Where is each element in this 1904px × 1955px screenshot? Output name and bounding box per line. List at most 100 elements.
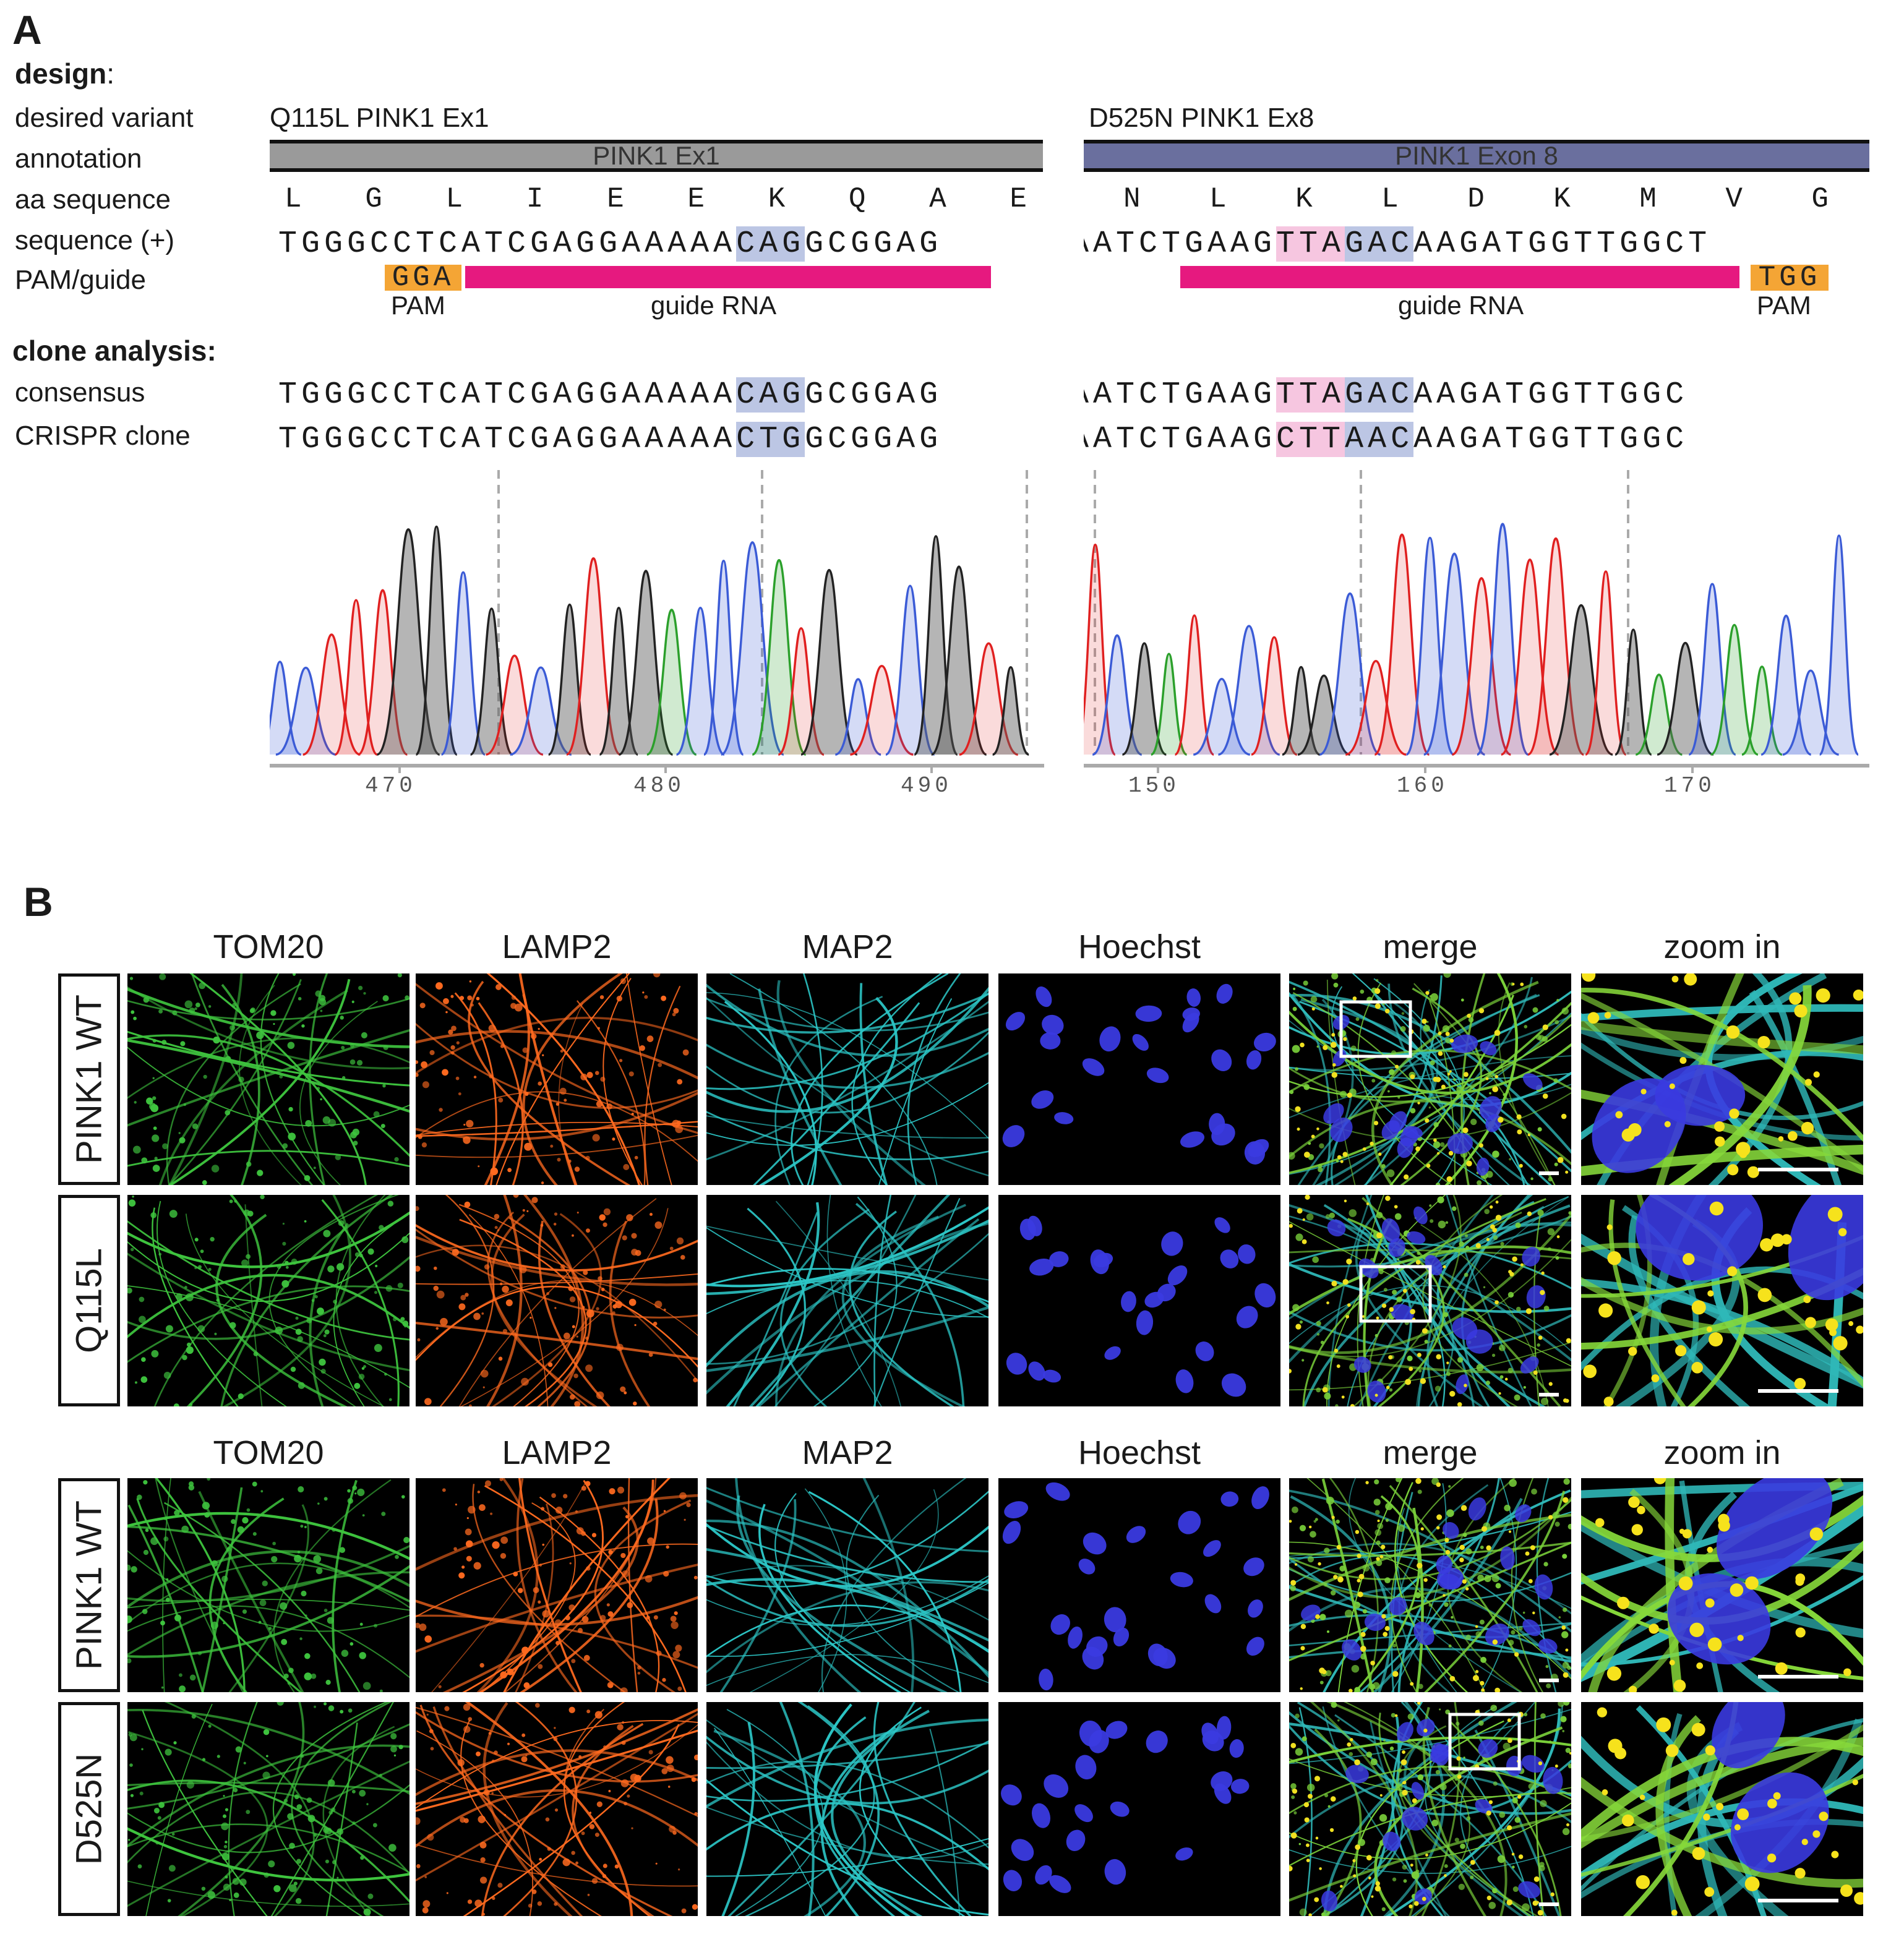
left-peak-C-7 [440,571,486,756]
left-peak-T-2 [302,633,361,756]
puncta [474,1899,482,1907]
puncta [186,1342,191,1347]
puncta [575,1861,579,1865]
puncta [133,1145,141,1154]
puncta [547,1362,553,1367]
left-clone-clip: TGGGCCTCATCGAGGAAAAACTGGCGGAG [266,419,1044,459]
neurite [1536,1478,1557,1692]
nucleus [1204,1594,1222,1614]
colocalization-dot [1689,1622,1704,1637]
colocalization-dot [1345,1315,1350,1319]
colocalization-dot [1691,1300,1706,1315]
left-sequence: TGGGCCTCATCGAGGAAAAACAGGCGGAG [278,226,942,262]
neurite [208,1497,285,1692]
puncta [1512,1865,1515,1869]
colocalization-dot [1804,1079,1812,1086]
puncta [1512,1797,1518,1803]
row-label-pam-guide: PAM/guide [15,265,146,295]
colocalization-dot [1475,1670,1479,1674]
puncta [1537,1343,1540,1347]
puncta [530,1317,532,1319]
colocalization-dot [1669,1083,1675,1089]
neurite [1289,1736,1571,1764]
puncta [1401,1012,1405,1015]
neurite [538,1220,611,1406]
puncta [1350,1045,1357,1051]
left-aa-7: Q [848,183,866,215]
puncta [468,1404,472,1406]
puncta [1499,1812,1506,1818]
puncta [539,1564,542,1567]
left-consensus-clip: TGGGCCTCATCGAGGAAAAACAGGCGGAG [266,375,1044,414]
puncta [1385,1502,1393,1510]
puncta [461,1565,465,1569]
puncta [297,1336,304,1342]
neurite [299,1001,378,1185]
puncta [298,1382,305,1389]
puncta [241,1259,249,1267]
micrograph-image [127,1702,410,1916]
nucleus [1135,1005,1162,1022]
colocalization-dot [1289,1520,1292,1523]
micrograph-image [1581,1702,1863,1916]
neurite [846,1494,960,1692]
puncta [1548,1176,1553,1182]
puncta [1434,1385,1441,1392]
puncta [367,1248,374,1255]
colocalization-dot [1374,1393,1378,1397]
puncta [1392,1290,1397,1295]
puncta [568,1604,575,1611]
colocalization-dot [1354,1759,1360,1766]
colocalization-dot [1308,1913,1312,1916]
puncta [252,1532,257,1536]
puncta [313,1166,316,1170]
neurite [454,992,497,1185]
colocalization-dot [1692,1847,1705,1860]
colocalization-dot [1315,1836,1319,1840]
puncta [359,1790,366,1797]
puncta [287,1042,295,1050]
micrograph-tom20-g2-r2 [127,1702,410,1916]
puncta [1429,1204,1432,1207]
puncta [307,1815,315,1823]
nucleus [1518,1881,1540,1899]
puncta [341,1046,345,1050]
puncta [325,1679,331,1685]
puncta [451,1025,457,1032]
colocalization-dot [1548,1515,1553,1520]
puncta [1556,999,1559,1002]
puncta [294,1794,299,1800]
left-aa-5: E [687,183,705,215]
nucleus [1330,1117,1353,1142]
colocalization-dot [1775,1662,1788,1675]
colocalization-dot [1357,1554,1362,1559]
puncta [351,1000,354,1003]
puncta [1324,1793,1329,1798]
neurite [127,1038,410,1113]
puncta [466,1119,474,1127]
puncta [587,1894,590,1896]
colocalization-dot [1305,1843,1310,1847]
colocalization-dot [1563,1672,1569,1678]
nucleus [1456,1374,1469,1394]
puncta [476,1751,481,1756]
puncta [150,1212,157,1218]
puncta [324,1609,328,1612]
puncta [315,990,322,997]
colocalization-dot [1801,1839,1808,1846]
colocalization-dot [1843,1668,1851,1677]
row-label: PINK1 WT [69,1500,109,1670]
puncta [456,1041,460,1045]
puncta [311,1673,317,1679]
puncta [1310,996,1318,1003]
puncta [495,984,502,990]
puncta [594,1833,599,1837]
puncta [1397,1096,1400,1099]
neurite [1289,1215,1454,1406]
puncta [1337,1719,1340,1722]
row-label-box: D525N [58,1702,120,1916]
colocalization-dot [1422,1328,1428,1334]
neurite [1289,1812,1571,1902]
puncta [363,1908,371,1916]
